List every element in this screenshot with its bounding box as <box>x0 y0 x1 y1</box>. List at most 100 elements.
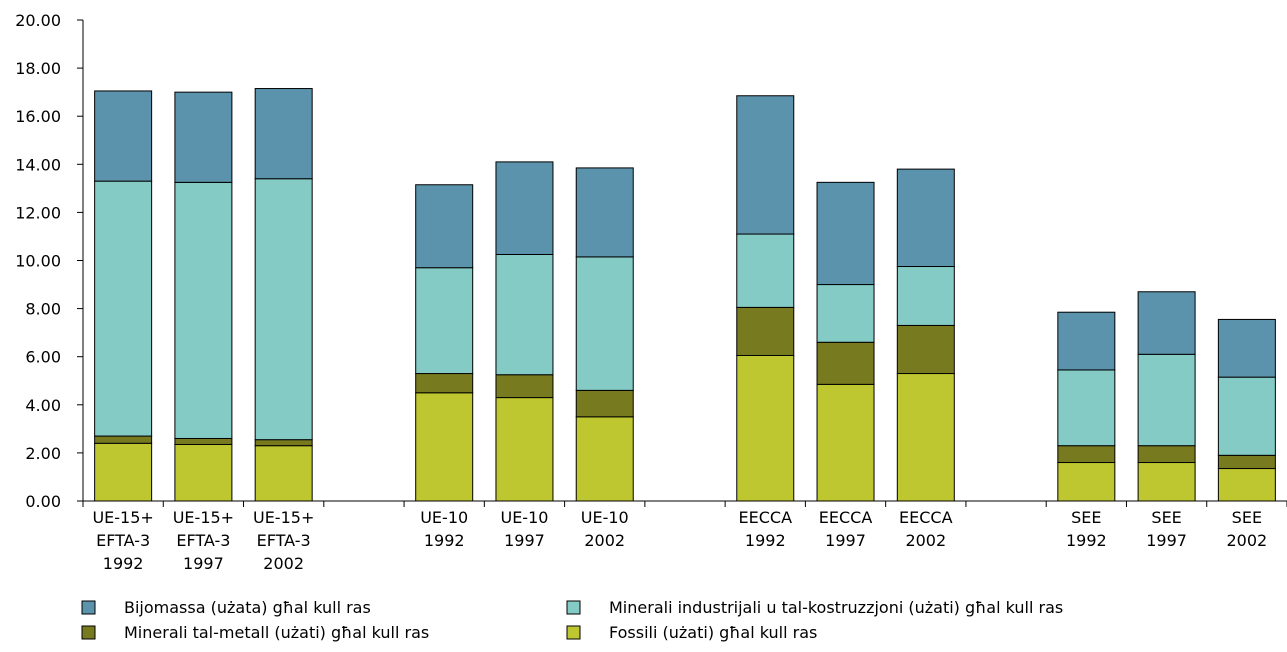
legend-swatch <box>566 625 581 640</box>
x-category-label: 1992 <box>103 554 144 573</box>
x-axis: UE-15+ EFTA-3 1992 UE-15+ EFTA-3 1997 UE-15+ EF… <box>82 500 1287 573</box>
x-category-label: EFTA-3 <box>176 531 230 550</box>
x-category-label: EFTA-3 <box>257 531 311 550</box>
bar-segment-8-2 <box>736 233 795 308</box>
bar-segment-13-3 <box>1137 291 1196 355</box>
legend-label: Bijomassa (użata) għal kull ras <box>124 598 371 617</box>
y-tick-label: 6.00 <box>25 348 61 367</box>
bar-segment-1-2 <box>174 181 233 439</box>
x-category-label: EECCA <box>819 508 873 527</box>
x-category-label: 2002 <box>905 531 946 550</box>
bar-segment-6-1 <box>575 389 634 418</box>
bar-segment-0-1 <box>94 435 153 444</box>
bar-segment-4-3 <box>415 184 474 269</box>
bar-segment-13-0 <box>1137 462 1196 502</box>
bar-segment-10-3 <box>896 168 955 268</box>
bar-segment-12-3 <box>1057 311 1116 371</box>
y-axis: 0.00 2.00 4.00 6.00 8.00 10.00 12.00 14.00 16.00… <box>15 11 84 511</box>
x-category-label: UE-10 <box>420 508 468 527</box>
bar-segment-12-1 <box>1057 445 1116 464</box>
y-tick-label: 8.00 <box>25 300 61 319</box>
bar-segment-8-0 <box>736 354 795 502</box>
bar-segment-8-3 <box>736 95 795 235</box>
legend-label: Fossili (użati) għal kull ras <box>609 623 817 642</box>
y-tick-label: 2.00 <box>25 444 61 463</box>
bar-segment-14-1 <box>1217 454 1276 470</box>
legend-label: Minerali tal-metall (użati) għal kull ra… <box>124 623 429 642</box>
bar-segment-12-2 <box>1057 369 1116 447</box>
bar-segment-10-0 <box>896 373 955 502</box>
bar-segment-1-1 <box>174 437 233 445</box>
bar-segment-5-1 <box>495 374 554 399</box>
x-category-label: 1992 <box>745 531 786 550</box>
bar-segment-6-3 <box>575 167 634 258</box>
bar-segment-4-2 <box>415 267 474 375</box>
x-category-label: 2002 <box>263 554 304 573</box>
bar-segment-9-0 <box>816 383 875 502</box>
bar-segment-13-2 <box>1137 353 1196 447</box>
bar-segment-14-0 <box>1217 468 1276 502</box>
legend-swatch <box>566 600 581 615</box>
legend-swatch <box>81 625 96 640</box>
bar-segment-4-0 <box>415 392 474 502</box>
y-tick-label: 14.00 <box>15 155 61 174</box>
bar-segment-12-0 <box>1057 462 1116 502</box>
x-category-label: 1997 <box>1146 531 1187 550</box>
x-category-label: 1997 <box>504 531 545 550</box>
legend-swatch <box>81 600 96 615</box>
bar-segment-5-3 <box>495 161 554 255</box>
bar-segment-1-3 <box>174 91 233 183</box>
x-category-label: EECCA <box>899 508 953 527</box>
y-tick-label: 12.00 <box>15 203 61 222</box>
bar-segment-14-2 <box>1217 376 1276 456</box>
x-category-label: 1997 <box>183 554 224 573</box>
bar-segment-1-0 <box>174 443 233 502</box>
bar-segment-4-1 <box>415 373 474 394</box>
bar-segment-13-1 <box>1137 445 1196 464</box>
bar-segment-6-0 <box>575 416 634 502</box>
bar-segment-2-1 <box>254 439 313 447</box>
bar-segment-6-2 <box>575 256 634 391</box>
bar-segment-2-2 <box>254 178 313 441</box>
y-tick-label: 18.00 <box>15 59 61 78</box>
legend-label: Minerali industrijali u tal-kostruzzjoni… <box>609 598 1063 617</box>
bar-segment-5-0 <box>495 397 554 502</box>
bar-segment-8-1 <box>736 306 795 356</box>
legend-item: Bijomassa (użata) għal kull ras <box>81 598 371 617</box>
x-category-label: UE-10 <box>581 508 629 527</box>
y-tick-label: 4.00 <box>25 396 61 415</box>
bar-segment-0-2 <box>94 180 153 437</box>
x-category-label: SEE <box>1232 508 1262 527</box>
y-tick-label: 16.00 <box>15 107 61 126</box>
x-category-label: UE-10 <box>500 508 548 527</box>
bar-segment-9-2 <box>816 284 875 343</box>
bar-segment-0-0 <box>94 442 153 502</box>
legend-item: Minerali industrijali u tal-kostruzzjoni… <box>566 598 1063 617</box>
x-category-label: SEE <box>1151 508 1181 527</box>
x-category-label: EECCA <box>739 508 793 527</box>
legend: Bijomassa (użata) għal kull ras Minerali … <box>81 598 1063 642</box>
x-category-label: SEE <box>1071 508 1101 527</box>
x-category-label: UE-15+ <box>92 508 153 527</box>
y-tick-label: 20.00 <box>15 11 61 30</box>
x-category-label: UE-15+ <box>253 508 314 527</box>
x-category-label: UE-15+ <box>173 508 234 527</box>
bar-segment-9-1 <box>816 341 875 385</box>
bar-segment-9-3 <box>816 181 875 286</box>
bar-segment-2-0 <box>254 445 313 502</box>
x-category-label: 1992 <box>1066 531 1107 550</box>
legend-item: Minerali tal-metall (użati) għal kull ra… <box>81 623 429 642</box>
bar-segment-14-3 <box>1217 318 1276 378</box>
x-category-label: 2002 <box>1227 531 1268 550</box>
bar-segment-0-3 <box>94 90 153 182</box>
bars <box>94 88 1276 502</box>
bar-segment-10-1 <box>896 324 955 375</box>
x-category-label: 1997 <box>825 531 866 550</box>
y-tick-label: 0.00 <box>25 492 61 511</box>
bar-segment-5-2 <box>495 253 554 376</box>
x-category-label: 2002 <box>584 531 625 550</box>
bar-segment-2-3 <box>254 88 313 180</box>
legend-item: Fossili (użati) għal kull ras <box>566 623 817 642</box>
y-tick-label: 10.00 <box>15 252 61 271</box>
